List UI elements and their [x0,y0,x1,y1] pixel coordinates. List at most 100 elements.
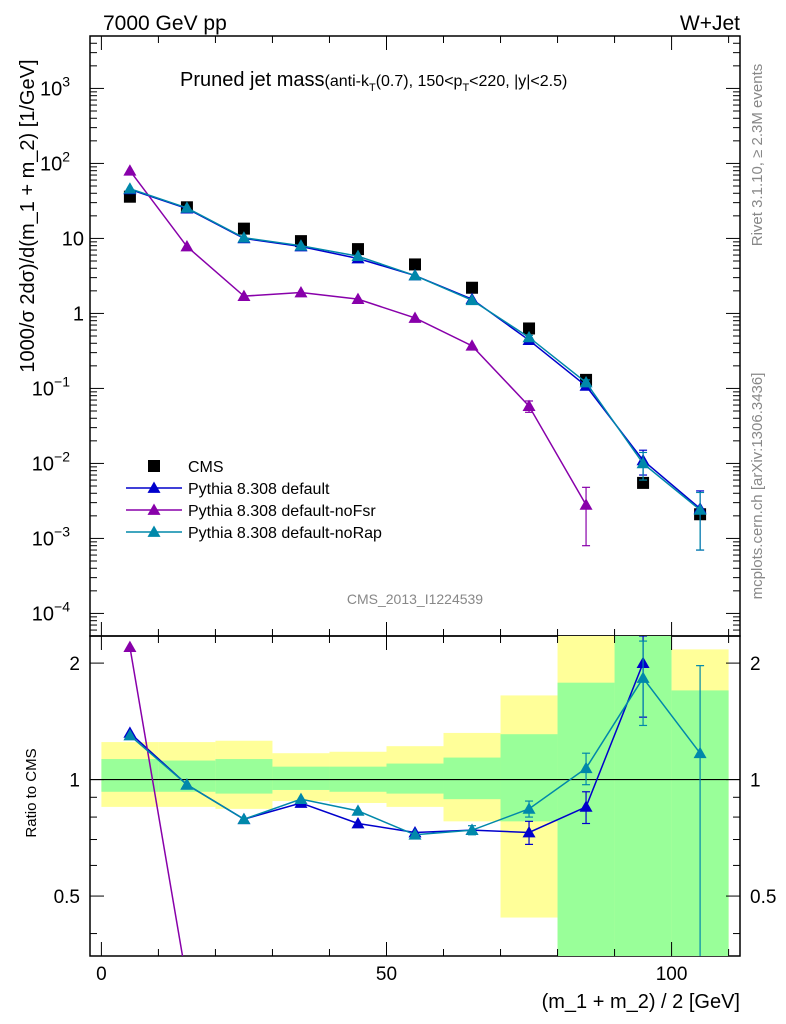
main-y-ticks [90,35,740,637]
x-tick-label: 50 [376,964,397,985]
main-x-ticks [100,36,730,636]
legend-label: CMS [188,459,224,476]
y-tick-label: 10−4 [32,598,70,625]
ratio-y-tick-label-right: 1 [750,771,761,792]
series-point [465,339,479,351]
series-point [579,498,593,510]
y-tick-label: 1 [73,303,84,325]
header-right: W+Jet [680,12,740,35]
ratio-point [123,640,137,652]
y-tick-label: 10−3 [32,523,70,550]
series-point [522,399,536,412]
legend-label: Pythia 8.308 default [188,481,330,498]
main-y-axis-title: 1000/σ 2dσ)/d(m_1 + m_2) [1/GeV] [17,59,39,372]
analysis-id: CMS_2013_I1224539 [347,591,483,607]
ratio-point [237,812,251,825]
y-tick-label: 10 [62,228,84,250]
ratio-point [408,828,422,840]
ratio-point [579,800,593,812]
ratio-point [180,778,194,790]
x-axis-title: (m_1 + m_2) / 2 [GeV] [542,991,740,1013]
cms-point [523,322,536,335]
main-plot: 10−4 10−3 10−2 10−1 1 10 102 103 [32,35,740,637]
ratio-point [351,817,365,829]
series-point [408,269,422,281]
ratio-series [123,636,707,956]
legend-item-noRap: Pythia 8.308 default-noRap [126,525,382,542]
series-point [123,182,137,194]
chart-title: Pruned jet mass(anti-kT(0.7), 150<pT<220… [180,69,567,94]
series-point [294,239,308,251]
legend-item-noFsr: Pythia 8.308 default-noFsr [126,503,376,520]
band-green [386,763,444,794]
cms-point [466,281,479,294]
series-point [408,311,422,323]
y-tick-label: 103 [40,73,70,100]
ratio-x-ticks: 0 50 100 [96,636,730,985]
x-tick-label: 0 [96,964,107,985]
main-frame [89,35,741,637]
rivet-label: Rivet 3.1.10, ≥ 2.3M events [749,64,766,247]
legend: CMS Pythia 8.308 default Pythia 8.308 defa… [126,459,382,542]
ratio-plot: 0.5 0.5 1 1 2 2 0 50 100 [54,636,776,985]
legend-item-cms: CMS [148,459,224,476]
ratio-y-axis-title: Ratio to CMS [23,748,40,837]
band-green [272,766,330,790]
ratio-point [123,728,137,741]
legend-marker [147,481,161,493]
ratio-frame [89,635,741,957]
series-noRap [123,182,707,551]
ratio-series-noRap [123,640,707,956]
series-point [180,240,194,252]
ratio-point [579,761,593,774]
series-point [294,286,308,298]
ratio-point [693,746,707,759]
legend-marker [147,525,161,537]
ratio-y-tick-label: 2 [69,654,80,675]
band-green [215,759,273,794]
ratio-y-tick-label-right: 0.5 [750,887,776,908]
band-green [443,757,501,800]
x-tick-label: 100 [656,964,688,985]
band-green [101,759,159,792]
legend-label: Pythia 8.308 default-noFsr [188,503,376,520]
y-tick-label: 10−1 [32,373,70,400]
series-point [693,503,707,515]
ratio-point [351,804,365,816]
series-point [351,292,365,305]
series-point [180,201,194,213]
series-point [636,456,650,469]
legend-label: Pythia 8.308 default-noRap [188,525,382,542]
ratio-y-tick-label: 1 [69,771,80,792]
header-left: 7000 GeV pp [103,12,227,35]
series-point [123,164,137,176]
ratio-point [636,671,650,683]
ratio-point [522,802,536,814]
mcplots-label: mcplots.cern.ch [arXiv:1306.3436] [749,373,766,600]
series-point [237,289,251,302]
series-point [351,249,365,262]
y-tick-label: 10−2 [32,448,70,475]
legend-marker [147,503,161,515]
cms-point [237,222,250,235]
ratio-point [294,792,308,805]
legend-marker [148,460,160,472]
ratio-y-tick-label: 0.5 [54,887,80,908]
series-point [465,293,479,306]
ratio-series-noFsr [123,640,184,956]
series-noFsr [123,164,593,547]
series-line [129,170,587,506]
series-point [579,375,593,388]
ratio-y-tick-label-right: 2 [750,654,761,675]
series-point [522,330,536,343]
ratio-point [522,825,536,838]
ratio-point [465,823,479,836]
legend-item-default: Pythia 8.308 default [126,481,330,498]
ratio-y-ticks: 0.5 0.5 1 1 2 2 [54,654,776,935]
cms-point [351,243,364,256]
series-point [237,231,251,243]
y-tick-label: 102 [40,148,70,175]
cms-point [409,258,421,271]
ratio-line [129,646,184,956]
